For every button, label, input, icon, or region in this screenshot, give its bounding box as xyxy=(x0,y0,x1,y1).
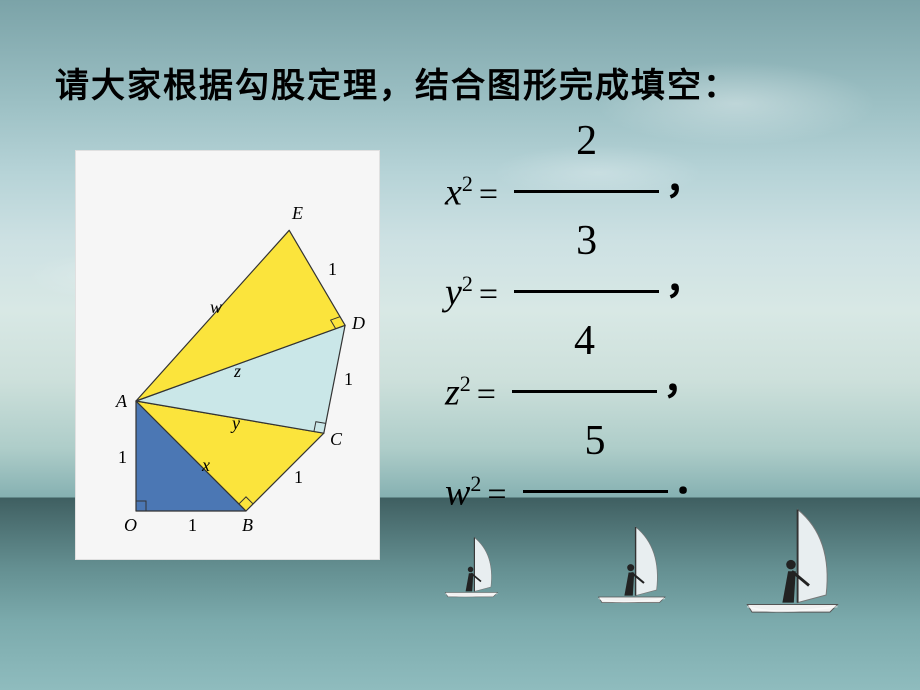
svg-text:1: 1 xyxy=(294,467,303,487)
equations-column: x2= 2 ， y2= 3 ， z2= 4 ， w2= 5 ． xyxy=(445,150,845,550)
answer-value: 4 xyxy=(512,311,657,371)
blank-line xyxy=(514,190,659,193)
page-title: 请大家根据勾股定理，结合图形完成填空： xyxy=(55,58,739,107)
eq-var: y xyxy=(445,272,462,314)
answer-slot: 4 xyxy=(512,359,657,419)
eq-lhs: x2= xyxy=(445,154,510,225)
svg-text:C: C xyxy=(330,429,343,449)
eq-lhs: y2= xyxy=(445,254,510,325)
answer-value: 2 xyxy=(514,111,659,171)
svg-text:1: 1 xyxy=(344,369,353,389)
eq-var: x xyxy=(445,172,462,214)
eq-punct: ， xyxy=(665,257,705,302)
svg-text:1: 1 xyxy=(328,259,337,279)
answer-slot: 3 xyxy=(514,259,659,319)
svg-text:1: 1 xyxy=(118,447,127,467)
svg-text:x: x xyxy=(201,455,210,475)
svg-text:B: B xyxy=(242,515,253,535)
svg-text:D: D xyxy=(351,313,365,333)
svg-text:O: O xyxy=(124,515,137,535)
eq-lhs: z2= xyxy=(445,354,508,425)
svg-text:E: E xyxy=(291,203,303,223)
blank-line xyxy=(514,290,659,293)
eq-lhs: w2= xyxy=(445,454,519,525)
eq-punct: ， xyxy=(663,357,703,402)
answer-slot: 2 xyxy=(514,159,659,219)
eq-punct: ， xyxy=(665,157,705,202)
svg-text:w: w xyxy=(210,297,222,317)
blank-line xyxy=(512,390,657,393)
pythagoras-diagram: O B A C D E 1 1 1 1 1 x y z w xyxy=(75,150,380,560)
svg-text:z: z xyxy=(233,361,241,381)
answer-value: 5 xyxy=(523,411,668,471)
svg-text:A: A xyxy=(115,391,128,411)
answer-slot: 5 xyxy=(523,459,668,519)
svg-text:1: 1 xyxy=(188,515,197,535)
svg-text:y: y xyxy=(230,413,240,433)
equation-row: w2= 5 ． xyxy=(445,450,845,550)
eq-punct: ． xyxy=(674,457,714,502)
answer-value: 3 xyxy=(514,211,659,271)
eq-var: w xyxy=(445,472,470,514)
eq-var: z xyxy=(445,372,460,414)
blank-line xyxy=(523,490,668,493)
